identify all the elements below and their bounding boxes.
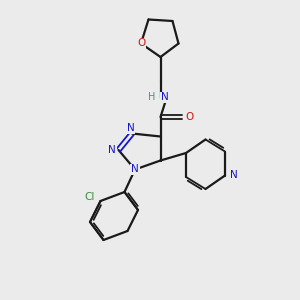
Text: N: N [108,145,116,155]
Text: O: O [137,38,145,49]
Text: H: H [148,92,155,103]
Text: Cl: Cl [84,192,94,203]
Text: N: N [131,164,139,175]
Text: O: O [185,112,193,122]
Text: N: N [230,170,237,181]
Text: N: N [127,123,134,133]
Text: N: N [161,92,169,103]
